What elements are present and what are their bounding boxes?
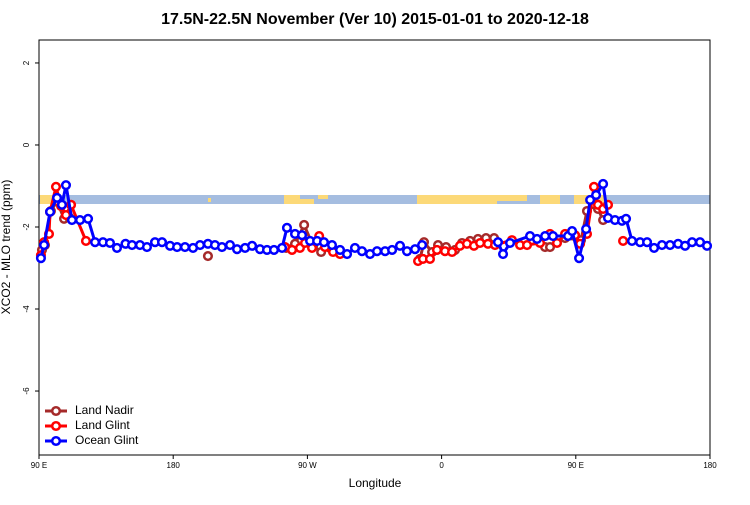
point	[540, 230, 551, 242]
x-tick-label: 180	[167, 461, 181, 470]
legend-marker	[50, 405, 62, 417]
point	[497, 249, 509, 260]
point	[371, 246, 383, 257]
point	[326, 239, 338, 251]
y-tick-label: -4	[22, 305, 31, 313]
point	[277, 242, 288, 253]
point	[231, 244, 243, 255]
point	[431, 244, 443, 256]
point	[544, 242, 556, 253]
point	[701, 240, 713, 251]
point	[581, 223, 592, 235]
point	[141, 242, 153, 253]
point	[50, 181, 62, 192]
point	[224, 239, 236, 251]
point	[656, 239, 668, 251]
point	[296, 230, 308, 241]
point	[44, 206, 56, 217]
point	[531, 233, 543, 244]
point	[401, 246, 413, 257]
point	[649, 242, 660, 253]
y-tick-label: -2	[22, 223, 31, 231]
point	[621, 213, 632, 224]
point	[588, 181, 600, 192]
point	[642, 237, 653, 248]
point	[216, 242, 228, 253]
point	[104, 237, 116, 249]
point	[567, 226, 578, 237]
point	[299, 219, 310, 230]
point	[335, 244, 346, 256]
point	[51, 192, 63, 203]
legend-marker	[50, 435, 62, 447]
legend-label: Ocean Glint	[75, 433, 139, 447]
y-tick-label: -6	[22, 387, 31, 395]
point	[356, 246, 368, 257]
point	[281, 222, 293, 233]
chart-title: 17.5N-22.5N November (Ver 10) 2015-01-01…	[161, 11, 589, 28]
point	[664, 239, 676, 251]
point	[126, 239, 138, 251]
point	[179, 242, 191, 253]
point	[74, 214, 86, 226]
point	[60, 180, 72, 191]
point	[194, 239, 206, 251]
point	[626, 235, 638, 246]
legend-marker	[50, 420, 62, 432]
point	[56, 199, 68, 210]
x-tick-label: 90 W	[298, 461, 317, 470]
point	[202, 251, 213, 262]
point	[318, 237, 330, 248]
x-tick-label: 0	[439, 461, 444, 470]
point	[83, 213, 94, 224]
point	[111, 242, 123, 253]
point	[156, 237, 168, 248]
point	[394, 240, 406, 251]
point	[424, 253, 436, 265]
point	[410, 244, 421, 255]
point	[504, 237, 516, 249]
point	[90, 237, 101, 248]
point	[591, 189, 602, 201]
point	[387, 244, 398, 256]
point	[547, 230, 559, 242]
point	[551, 237, 563, 249]
y-axis-label: XCO2 - MLO trend (ppm)	[0, 180, 13, 315]
point	[66, 214, 78, 226]
legend-label: Land Glint	[75, 418, 130, 432]
point	[417, 239, 428, 251]
x-tick-label: 90 E	[568, 461, 584, 470]
point	[521, 239, 533, 251]
point	[35, 253, 46, 264]
point	[172, 242, 183, 253]
y-tick-label: 2	[22, 60, 31, 65]
point	[80, 235, 92, 246]
point	[39, 239, 50, 251]
point	[687, 237, 698, 248]
point	[585, 194, 596, 205]
point	[492, 237, 504, 248]
point	[475, 237, 486, 249]
x-tick-label: 180	[703, 461, 717, 470]
point	[268, 244, 280, 256]
point	[446, 246, 458, 258]
point	[247, 240, 258, 251]
point	[598, 178, 609, 189]
x-tick-label: 90 E	[31, 461, 47, 470]
y-tick-label: 0	[22, 142, 31, 147]
point	[618, 235, 629, 246]
x-axis-label: Longitude	[349, 476, 402, 490]
point	[342, 249, 353, 260]
point	[574, 253, 585, 264]
point	[286, 244, 298, 256]
legend-label: Land Nadir	[75, 403, 134, 417]
